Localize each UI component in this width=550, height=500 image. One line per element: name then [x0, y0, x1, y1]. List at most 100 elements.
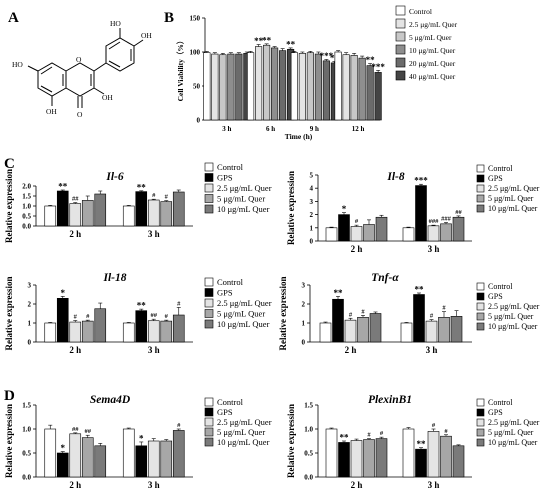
bar [366, 65, 374, 121]
legend-swatch [476, 164, 485, 173]
legend-swatch [395, 57, 406, 68]
legend-label: 10 μg/mL Quer [488, 204, 538, 213]
legend-swatch [476, 418, 485, 427]
significance-mark: # [165, 194, 169, 201]
bar [122, 322, 135, 343]
bar [135, 191, 148, 227]
bar [147, 440, 160, 478]
legend-label: 2.5 μg/mL Quer [488, 302, 540, 311]
legend-label: 2.5 μg/mL Quer [488, 418, 540, 427]
chart-title: Il-18 [103, 272, 127, 284]
legend-label: 5 μg/mL Quer [217, 194, 265, 204]
y-tick-label: 5 [310, 172, 314, 180]
ring-a [37, 62, 67, 97]
bar [122, 205, 135, 227]
legend-label: 10 μg/mL Quer [217, 319, 270, 329]
bar [350, 440, 363, 478]
y-axis-label: Relative expression [4, 404, 14, 478]
significance-mark: # [367, 432, 371, 439]
legend-swatch [204, 407, 214, 417]
y-tick-label: 0 [28, 339, 32, 347]
bar [94, 193, 107, 227]
legend-swatch [476, 174, 485, 183]
bar [219, 54, 227, 121]
significance-mark: ## [72, 196, 79, 203]
significance-mark: * [61, 443, 66, 453]
legend-swatch [204, 319, 214, 329]
ring-a-double-bond [40, 85, 53, 93]
bar [69, 433, 82, 478]
legend-label: 2.5 μg/mL Quer [217, 298, 272, 308]
significance-mark: * [139, 433, 144, 443]
significance-mark: # [361, 308, 365, 315]
significance-mark: # [355, 218, 359, 225]
legend-swatch [476, 184, 485, 193]
bar [135, 310, 148, 343]
legend-swatch [204, 183, 214, 193]
atom-label: O [76, 55, 82, 64]
legend-swatch [476, 194, 485, 203]
legend-swatch [204, 194, 214, 203]
hydroxyl-bond [27, 65, 39, 72]
bar [350, 55, 358, 121]
bar [350, 226, 363, 242]
legend-label: GPS [217, 173, 233, 183]
significance-mark: # [177, 300, 181, 307]
bar [402, 227, 415, 242]
bar [56, 297, 69, 343]
bar [172, 191, 185, 227]
bar [450, 316, 463, 343]
bar [338, 442, 350, 478]
bar [271, 47, 279, 121]
y-tick-label: 1 [310, 224, 314, 232]
y-tick-label: 150 [190, 15, 201, 23]
legend-label: 5 μg/mL Quer [488, 194, 534, 203]
y-tick-label: 0.5 [22, 213, 31, 221]
atom-label: OH [141, 31, 152, 40]
y-tick-label: 3 [302, 282, 306, 290]
y-tick-label: 100 [190, 49, 201, 57]
bar [374, 72, 382, 121]
significance-mark: *** [414, 176, 428, 186]
legend-label: 5 μg/mL Quer [217, 309, 265, 319]
significance-mark: # [380, 430, 384, 437]
legend-swatch [395, 18, 406, 29]
bar [81, 320, 94, 343]
x-tick-label: 3 h [148, 229, 160, 239]
bar [69, 321, 82, 343]
significance-mark: # [430, 313, 434, 320]
bar [122, 428, 135, 478]
y-tick-label: 0.0 [22, 474, 31, 482]
bar [147, 199, 160, 227]
x-tick-label: 3 h [222, 125, 231, 133]
significance-mark: # [177, 422, 181, 429]
chart-c2: 0 1 2 3 4 5 Relative expression Il-8 2 h * #3 h ***… [286, 164, 540, 254]
y-tick-label: 4 [310, 185, 314, 193]
significance-mark: # [442, 305, 446, 312]
y-tick-label: 2 [28, 301, 32, 309]
atom-label: HO [110, 19, 121, 28]
legend-swatch [204, 397, 214, 407]
legend-label: GPS [217, 407, 233, 417]
legend-label: 10 μg/mL Quer [217, 204, 270, 214]
x-tick-label: 2 h [69, 229, 81, 239]
x-tick-label: 3 h [428, 244, 440, 254]
x-tick-label: 3 h [148, 345, 160, 355]
y-tick-label: 0.0 [22, 223, 31, 231]
panel-label-c: C [4, 156, 15, 172]
x-tick-label: 9 h [310, 125, 319, 133]
bar [235, 53, 243, 121]
bar [425, 320, 438, 343]
bar [160, 440, 173, 478]
legend-swatch [476, 204, 485, 213]
chart-d2: 0.0 0.5 1.0 1.5 Relative expression PlexinB1 2… [286, 394, 540, 490]
panel-label-b: B [164, 10, 174, 26]
significance-mark: ** [415, 284, 425, 294]
bar [344, 319, 357, 343]
legend-swatch [204, 417, 214, 427]
bar [438, 316, 450, 343]
x-tick-label: 2 h [351, 244, 363, 254]
